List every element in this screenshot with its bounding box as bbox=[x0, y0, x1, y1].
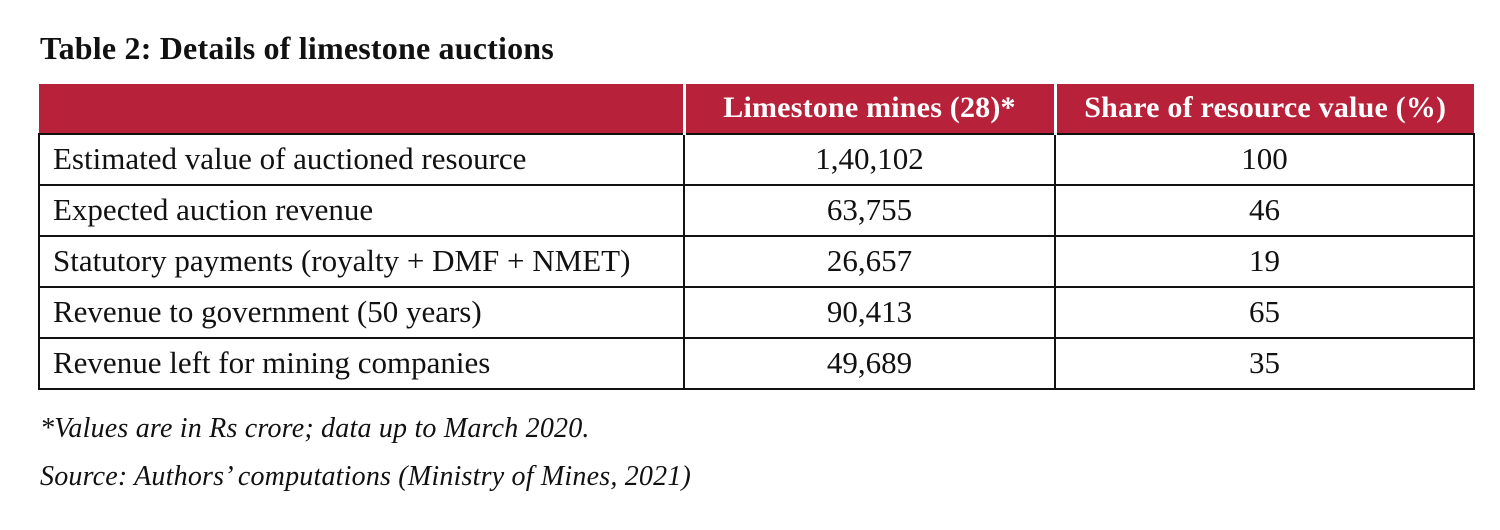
row-mines-value: 1,40,102 bbox=[683, 132, 1056, 186]
values-footnote: *Values are in Rs crore; data up to Marc… bbox=[40, 412, 590, 444]
table-title: Table 2: Details of limestone auctions bbox=[40, 30, 554, 66]
table-body: Estimated value of auctioned resource 1,… bbox=[38, 132, 1475, 390]
footnotes: *Values are in Rs crore; data up to Marc… bbox=[40, 412, 1473, 492]
row-mines-value: 63,755 bbox=[683, 183, 1056, 237]
row-mines-value: 90,413 bbox=[683, 285, 1056, 339]
table-header: Limestone mines (28)* Share of resource … bbox=[39, 83, 1474, 134]
row-share-value: 19 bbox=[1054, 234, 1475, 288]
row-label: Expected auction revenue bbox=[38, 183, 685, 237]
header-row: Limestone mines (28)* Share of resource … bbox=[39, 83, 1474, 134]
source-footnote: Source: Authors’ computations (Ministry … bbox=[40, 460, 692, 492]
row-share-value: 35 bbox=[1054, 336, 1475, 390]
header-cell-limestone-mines: Limestone mines (28)* bbox=[682, 83, 1055, 134]
header-cell-empty bbox=[39, 83, 684, 134]
row-share-value: 100 bbox=[1054, 132, 1475, 186]
table-row: Estimated value of auctioned resource 1,… bbox=[38, 132, 1475, 186]
table-row: Revenue left for mining companies 49,689… bbox=[38, 336, 1475, 390]
table-row: Statutory payments (royalty + DMF + NMET… bbox=[38, 234, 1475, 288]
row-label: Estimated value of auctioned resource bbox=[38, 132, 685, 186]
row-label: Revenue left for mining companies bbox=[38, 336, 685, 390]
row-share-value: 46 bbox=[1054, 183, 1475, 237]
row-mines-value: 26,657 bbox=[683, 234, 1056, 288]
header-cell-share-resource-value: Share of resource value (%) bbox=[1053, 83, 1474, 134]
row-share-value: 65 bbox=[1054, 285, 1475, 339]
row-mines-value: 49,689 bbox=[683, 336, 1056, 390]
limestone-auctions-table: Limestone mines (28)* Share of resource … bbox=[38, 83, 1475, 390]
table-row: Expected auction revenue 63,755 46 bbox=[38, 183, 1475, 237]
row-label: Revenue to government (50 years) bbox=[38, 285, 685, 339]
table-row: Revenue to government (50 years) 90,413 … bbox=[38, 285, 1475, 339]
row-label: Statutory payments (royalty + DMF + NMET… bbox=[38, 234, 685, 288]
